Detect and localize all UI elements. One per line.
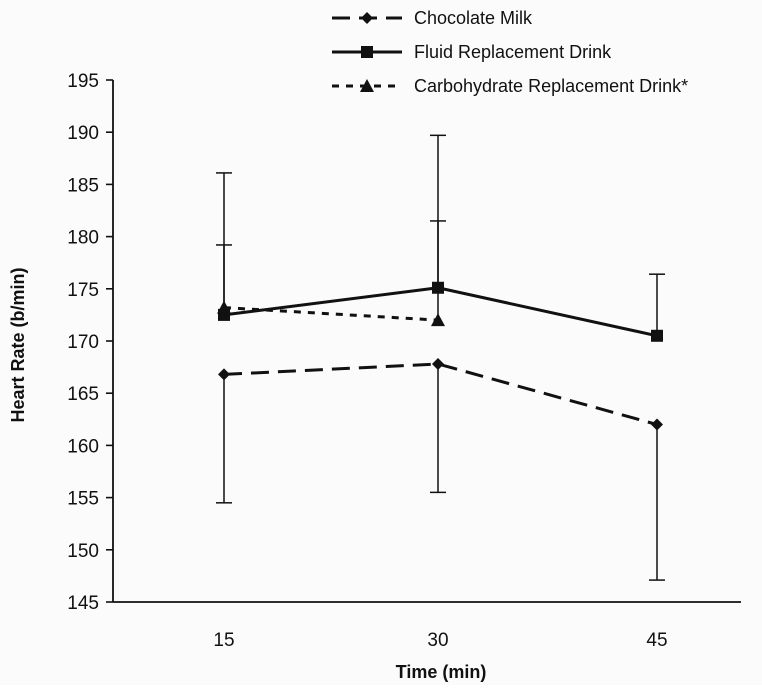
series-line-carbohydrate-replacement-drink [223,306,439,322]
data-point-fluid-replacement-drink [432,281,444,294]
legend-label-fluid-replacement-drink: Fluid Replacement Drink [414,42,612,62]
y-tick-label: 145 [67,593,99,614]
y-tick-label: 165 [67,384,99,405]
legend-label-carbohydrate-replacement-drink: Carbohydrate Replacement Drink* [414,76,688,96]
y-tick-label: 150 [67,541,99,562]
legend-label-chocolate-milk: Chocolate Milk [414,8,533,28]
data-point-chocolate-milk [432,357,444,370]
x-axis-title: Time (min) [396,662,487,682]
legend-item-carbohydrate-replacement-drink: Carbohydrate Replacement Drink* [332,76,688,96]
data-point-carbohydrate-replacement-drink [431,313,445,327]
x-tick-label: 15 [213,630,234,651]
y-tick-label: 175 [67,280,99,301]
y-tick-label: 180 [67,228,99,249]
series-markers [217,281,663,431]
legend-item-fluid-replacement-drink: Fluid Replacement Drink [332,42,612,62]
y-tick-label: 190 [67,123,99,144]
x-tick-label: 30 [427,630,448,651]
data-point-chocolate-milk [651,418,663,431]
y-tick-label: 155 [67,489,99,510]
y-axis-title: Heart Rate (b/min) [8,267,28,422]
y-tick-label: 195 [67,71,99,92]
x-ticks: 15 30 45 [213,630,667,651]
data-point-carbohydrate-replacement-drink [217,300,231,314]
series-line-fluid-replacement-drink [223,286,658,338]
legend-marker-carbohydrate-replacement-drink [360,79,374,92]
y-tick-label: 160 [67,436,99,457]
y-ticks: 145 150 155 160 165 170 175 180 185 190 195 [67,71,113,614]
y-tick-label: 185 [67,175,99,196]
legend-item-chocolate-milk: Chocolate Milk [332,8,533,28]
data-point-fluid-replacement-drink [651,329,663,342]
x-tick-label: 45 [646,630,667,651]
legend-marker-fluid-replacement-drink [361,46,373,58]
error-bars [216,134,665,581]
legend-marker-chocolate-milk [361,12,373,24]
series-line-chocolate-milk [223,362,658,426]
y-tick-label: 170 [67,332,99,353]
data-point-chocolate-milk [218,368,230,381]
axes [112,80,741,603]
series-lines [223,286,658,426]
legend: Chocolate Milk Fluid Replacement Drink C… [332,8,688,96]
